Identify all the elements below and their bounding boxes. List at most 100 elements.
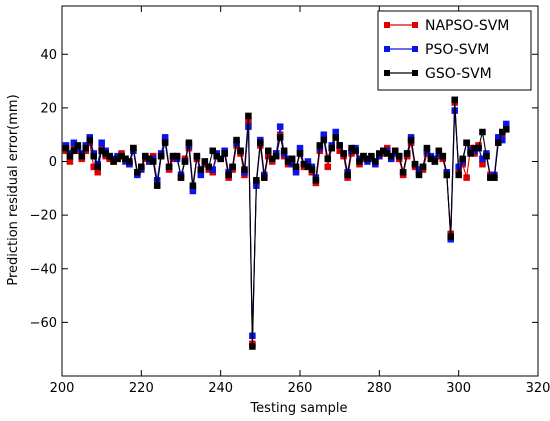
- data-point: [177, 174, 185, 181]
- data-point: [419, 163, 427, 171]
- data-point: [439, 152, 447, 160]
- data-point: [173, 152, 181, 160]
- data-point: [249, 343, 256, 350]
- data-point: [106, 152, 113, 160]
- data-point: [134, 168, 141, 176]
- legend-frame: [377, 10, 532, 91]
- data-point: [193, 152, 201, 160]
- data-point: [272, 152, 280, 160]
- data-point: [157, 152, 165, 160]
- data-point: [296, 150, 304, 157]
- data-point: [276, 134, 284, 141]
- data-point: [447, 233, 454, 240]
- legend-entries: NAPSO-SVM PSO-SVM GSO-SVM: [384, 18, 509, 82]
- x-tick-label: 220: [129, 381, 154, 396]
- x-tick-label: 260: [288, 381, 313, 396]
- data-point: [423, 144, 431, 152]
- data-point: [205, 163, 213, 171]
- data-point: [483, 152, 490, 160]
- data-point: [241, 166, 248, 173]
- data-point: [221, 150, 228, 157]
- data-point: [491, 174, 498, 181]
- legend-label: NAPSO-SVM: [425, 18, 509, 34]
- data-point: [189, 182, 197, 189]
- x-axis-label: Testing sample: [249, 401, 347, 416]
- data-point: [78, 152, 86, 160]
- data-point: [503, 126, 510, 133]
- data-point: [479, 128, 486, 136]
- data-point: [328, 144, 335, 152]
- data-point: [435, 147, 443, 155]
- data-point: [344, 171, 351, 179]
- data-point: [74, 142, 82, 149]
- data-point: [62, 144, 70, 152]
- legend-label: GSO-SVM: [425, 66, 492, 82]
- data-point: [387, 152, 395, 160]
- data-point: [70, 147, 78, 155]
- data-point: [395, 152, 403, 160]
- legend-entry: NAPSO-SVM: [384, 18, 509, 34]
- data-point: [475, 144, 482, 152]
- data-point: [356, 158, 363, 165]
- data-point: [86, 136, 94, 144]
- legend-marker: [384, 70, 390, 76]
- data-point: [292, 163, 300, 171]
- data-point: [332, 134, 339, 141]
- data-point: [316, 142, 324, 149]
- y-tick-label: −60: [30, 316, 57, 331]
- data-point: [292, 168, 300, 176]
- data-point: [261, 174, 268, 181]
- data-point: [229, 163, 236, 171]
- ticks-layer: 200 220 240 260 280 300 320 −60 −40 −20 0 20 40: [30, 6, 550, 396]
- data-point: [332, 128, 339, 136]
- series-pso-svm: [62, 107, 510, 340]
- y-axis-label: Prediction residual error(mm): [6, 94, 21, 285]
- data-point: [225, 171, 232, 179]
- data-point: [130, 144, 137, 152]
- data-point: [324, 163, 332, 171]
- x-tick-label: 240: [208, 381, 233, 396]
- data-point: [245, 112, 252, 120]
- data-point: [391, 147, 399, 155]
- data-point: [320, 136, 328, 144]
- x-tick-label: 280: [367, 381, 392, 396]
- data-point: [94, 163, 101, 171]
- data-point: [181, 158, 189, 165]
- data-point: [82, 144, 90, 152]
- data-point: [403, 150, 411, 157]
- data-point: [233, 136, 240, 144]
- data-point: [467, 150, 474, 157]
- data-point: [197, 171, 205, 179]
- data-point: [324, 155, 332, 163]
- series-layer: [62, 96, 510, 350]
- data-point: [197, 166, 205, 173]
- data-point: [463, 139, 470, 146]
- data-point: [94, 168, 101, 176]
- data-point: [431, 158, 439, 165]
- data-point: [455, 171, 462, 179]
- data-point: [411, 160, 419, 168]
- data-point: [495, 139, 502, 146]
- data-point: [463, 174, 470, 181]
- series-line-napso-svm: [65, 102, 507, 344]
- data-point: [352, 147, 359, 155]
- legend-entry: PSO-SVM: [384, 42, 489, 58]
- data-point: [288, 155, 296, 163]
- data-point: [253, 177, 260, 184]
- legend-marker: [384, 22, 390, 28]
- y-tick-label: 40: [40, 48, 57, 63]
- x-tick-label: 320: [526, 381, 550, 396]
- data-point: [153, 182, 161, 189]
- y-tick-label: 0: [49, 155, 57, 170]
- data-point: [217, 155, 224, 163]
- data-point: [90, 152, 97, 160]
- series-napso-svm: [62, 99, 510, 348]
- data-point: [308, 166, 316, 173]
- y-tick-label: −40: [30, 262, 57, 277]
- series-line-gso-svm: [65, 99, 507, 347]
- data-point: [312, 177, 320, 184]
- data-point: [451, 96, 458, 104]
- data-point: [479, 160, 486, 168]
- data-point: [503, 120, 510, 128]
